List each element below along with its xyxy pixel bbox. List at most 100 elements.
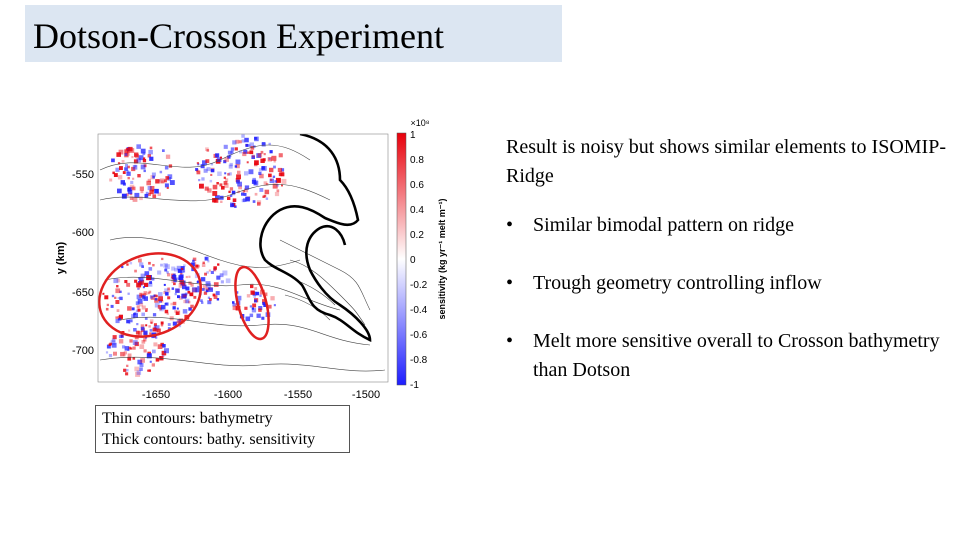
- sensitivity-cell: [167, 296, 171, 300]
- sensitivity-cell: [137, 331, 143, 336]
- sensitivity-cell: [146, 180, 151, 186]
- sensitivity-cell: [115, 288, 121, 294]
- sensitivity-cell: [229, 187, 234, 191]
- sensitivity-cell: [105, 307, 109, 311]
- sensitivity-cell: [260, 150, 264, 154]
- sensitivity-cells: [102, 134, 287, 377]
- sensitivity-cell: [180, 267, 184, 271]
- sensitivity-cell: [181, 293, 187, 299]
- sensitivity-cell: [159, 178, 165, 184]
- sensitivity-cell: [140, 358, 145, 363]
- sensitivity-cell: [151, 172, 156, 177]
- sensitivity-cell: [263, 303, 267, 307]
- sensitivity-cell: [213, 266, 217, 270]
- sensitivity-cell: [196, 162, 199, 165]
- sensitivity-cell: [223, 144, 228, 149]
- sensitivity-cell: [106, 344, 111, 349]
- sensitivity-cell: [153, 342, 158, 347]
- sensitivity-cell: [213, 282, 219, 287]
- highlight-ellipse-ridge: [98, 252, 202, 338]
- sensitivity-cell: [133, 313, 138, 318]
- sensitivity-cell: [136, 157, 142, 163]
- sensitivity-cell: [150, 321, 153, 324]
- sensitivity-cell: [210, 270, 214, 274]
- sensitivity-cell: [273, 160, 276, 163]
- x-tick: -1550: [284, 389, 312, 401]
- sensitivity-cell: [217, 171, 222, 176]
- sensitivity-cell: [242, 198, 247, 202]
- sensitivity-cell: [268, 142, 271, 146]
- sensitivity-cell: [177, 268, 182, 273]
- sensitivity-cell: [185, 286, 190, 291]
- sensitivity-cell: [224, 157, 229, 162]
- sensitivity-cell: [261, 142, 266, 147]
- sensitivity-cell: [246, 294, 251, 298]
- sensitivity-cell: [258, 168, 263, 172]
- sensitivity-cell: [223, 160, 227, 164]
- bullet-text: Trough geometry controlling inflow: [533, 272, 822, 294]
- sensitivity-cell: [155, 179, 160, 184]
- sensitivity-cell: [157, 270, 162, 275]
- sensitivity-cell: [132, 177, 135, 180]
- sensitivity-cell: [126, 369, 129, 372]
- sensitivity-cell: [137, 287, 140, 290]
- sensitivity-cell: [177, 319, 181, 324]
- sensitivity-cell: [143, 349, 147, 353]
- sensitivity-cell: [257, 202, 261, 206]
- sensitivity-cell: [277, 167, 282, 172]
- bullet-symbol: •: [506, 330, 514, 352]
- sensitivity-cell: [200, 299, 203, 302]
- sensitivity-cell: [108, 354, 113, 358]
- sensitivity-cell: [232, 301, 235, 304]
- colorbar-tick: 0: [410, 255, 416, 266]
- sensitivity-cell: [263, 292, 268, 297]
- sensitivity-cell: [137, 286, 141, 290]
- bullet-list: • Similar bimodal pattern on ridge • Troug…: [506, 211, 946, 385]
- sensitivity-cell: [178, 318, 184, 324]
- sensitivity-cell: [130, 180, 134, 184]
- sensitivity-cell: [132, 346, 136, 350]
- sensitivity-cell: [146, 353, 152, 359]
- sensitivity-cell: [126, 282, 131, 287]
- sensitivity-cell: [216, 182, 219, 185]
- sensitivity-cell: [261, 316, 265, 320]
- sensitivity-cell: [122, 345, 126, 349]
- sensitivity-cell: [177, 295, 180, 299]
- sensitivity-cell: [111, 294, 115, 298]
- sensitivity-cell: [136, 294, 142, 300]
- sensitivity-cell: [116, 278, 121, 283]
- sensitivity-cell: [161, 350, 167, 356]
- sensitivity-cell: [206, 149, 210, 152]
- sensitivity-cell: [113, 173, 118, 177]
- x-tick: -1600: [214, 389, 242, 401]
- y-tick: -600: [72, 227, 94, 239]
- sensitivity-cell: [174, 310, 177, 313]
- sensitivity-cell: [129, 184, 135, 190]
- sensitivity-cell: [163, 263, 168, 268]
- sensitivity-cell: [125, 147, 128, 150]
- sensitivity-cell: [272, 183, 278, 189]
- sensitivity-cell: [155, 358, 160, 362]
- sensitivity-cell: [160, 263, 163, 267]
- sensitivity-cell: [189, 292, 194, 297]
- sensitivity-cell: [122, 171, 126, 174]
- sensitivity-cell: [177, 277, 180, 280]
- sensitivity-cell: [212, 184, 218, 190]
- sensitivity-cell: [227, 150, 232, 155]
- sensitivity-cell: [232, 140, 237, 145]
- sensitivity-cell: [176, 307, 179, 310]
- legend-line-thick: Thick contours: bathy. sensitivity: [102, 431, 316, 448]
- sensitivity-cell: [245, 316, 251, 322]
- sensitivity-cell: [165, 292, 169, 296]
- sensitivity-cell: [131, 186, 136, 191]
- sensitivity-cell: [188, 281, 192, 285]
- sensitivity-cell: [173, 282, 176, 286]
- legend-line-thin: Thin contours: bathymetry: [102, 410, 273, 427]
- sensitivity-cell: [223, 176, 226, 179]
- sensitivity-cell: [208, 269, 211, 272]
- sensitivity-cell: [166, 186, 169, 189]
- sensitivity-cell: [125, 193, 129, 197]
- title-banner: Dotson-Crosson Experiment: [25, 5, 562, 62]
- sensitivity-cell: [269, 178, 274, 183]
- sensitivity-cell: [241, 134, 245, 138]
